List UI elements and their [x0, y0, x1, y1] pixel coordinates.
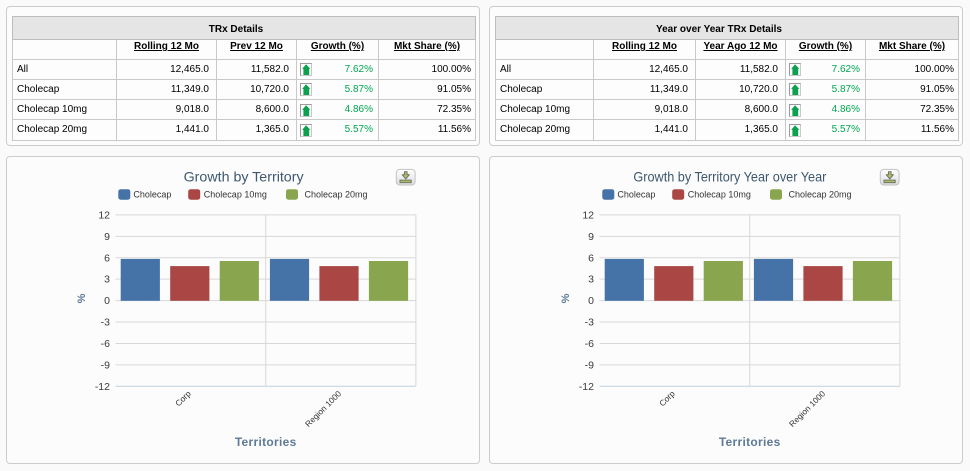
svg-text:-6: -6	[101, 338, 110, 350]
svg-text:Corp: Corp	[173, 388, 193, 408]
svg-text:Cholecap 10mg: Cholecap 10mg	[688, 189, 751, 199]
svg-text:-6: -6	[585, 338, 594, 350]
svg-text:12: 12	[98, 209, 110, 221]
svg-text:3: 3	[588, 274, 594, 286]
svg-text:Corp: Corp	[657, 388, 677, 408]
svg-text:-12: -12	[95, 381, 110, 393]
svg-text:%: %	[76, 293, 88, 303]
svg-text:-12: -12	[579, 381, 594, 393]
svg-text:Cholecap 20mg: Cholecap 20mg	[305, 189, 368, 199]
svg-text:9: 9	[588, 231, 594, 243]
svg-text:6: 6	[588, 252, 594, 264]
svg-text:0: 0	[588, 295, 594, 307]
svg-text:Territories: Territories	[719, 435, 781, 449]
svg-text:%: %	[560, 293, 572, 303]
svg-text:6: 6	[104, 252, 110, 264]
svg-text:Cholecap: Cholecap	[617, 189, 655, 199]
svg-text:3: 3	[104, 274, 110, 286]
svg-text:-3: -3	[101, 317, 110, 329]
svg-text:-9: -9	[585, 359, 594, 371]
svg-text:Growth by Territory Year over: Growth by Territory Year over Year	[633, 169, 826, 185]
svg-text:Cholecap 20mg: Cholecap 20mg	[789, 189, 852, 199]
svg-text:12: 12	[582, 209, 594, 221]
svg-text:Region 1000: Region 1000	[787, 388, 828, 429]
svg-text:Cholecap: Cholecap	[133, 189, 171, 199]
svg-text:Territories: Territories	[235, 435, 297, 449]
svg-text:Growth by Territory: Growth by Territory	[184, 169, 304, 185]
svg-text:9: 9	[104, 231, 110, 243]
svg-text:0: 0	[104, 295, 110, 307]
svg-text:-9: -9	[101, 359, 110, 371]
svg-text:-3: -3	[585, 317, 594, 329]
svg-text:Cholecap 10mg: Cholecap 10mg	[204, 189, 267, 199]
svg-text:Region 1000: Region 1000	[303, 388, 344, 429]
